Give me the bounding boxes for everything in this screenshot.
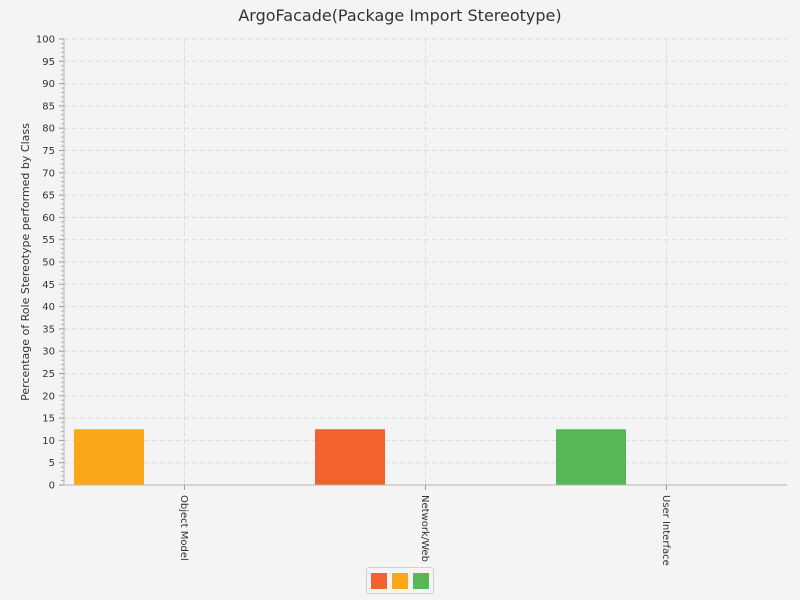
y-tick-label: 40 [42,302,55,313]
y-tick-label: 30 [42,347,55,358]
y-tick-label: 65 [42,191,55,202]
x-tick-label: User Interface [660,495,671,566]
y-tick-label: 70 [42,168,55,179]
bar [74,429,144,485]
y-tick-label: 0 [49,481,55,492]
y-tick-label: 5 [49,458,55,469]
y-axis-label: Percentage of Role Stereotype performed … [19,123,32,401]
y-tick-label: 95 [42,57,55,68]
y-tick-label: 60 [42,213,55,224]
y-tick-label: 20 [42,391,55,402]
y-tick-label: 25 [42,369,55,380]
y-tick-label: 45 [42,280,55,291]
y-tick-label: 85 [42,101,55,112]
legend-swatch [371,572,387,589]
x-tick-label: Network/Web [419,495,430,562]
y-tick-label: 15 [42,414,55,425]
y-tick-label: 75 [42,146,55,157]
bar [556,429,626,485]
x-tick-label: Object Model [178,495,189,561]
y-tick-label: 90 [42,79,55,90]
chart-title: ArgoFacade(Package Import Stereotype) [238,6,562,25]
bar [315,429,385,485]
y-tick-label: 100 [36,35,55,46]
legend-swatch [392,572,408,589]
y-tick-label: 80 [42,124,55,135]
y-tick-label: 55 [42,235,55,246]
y-tick-label: 10 [42,436,55,447]
legend-swatch [413,572,429,589]
y-tick-label: 35 [42,324,55,335]
y-tick-label: 50 [42,258,55,269]
legend [366,567,434,594]
